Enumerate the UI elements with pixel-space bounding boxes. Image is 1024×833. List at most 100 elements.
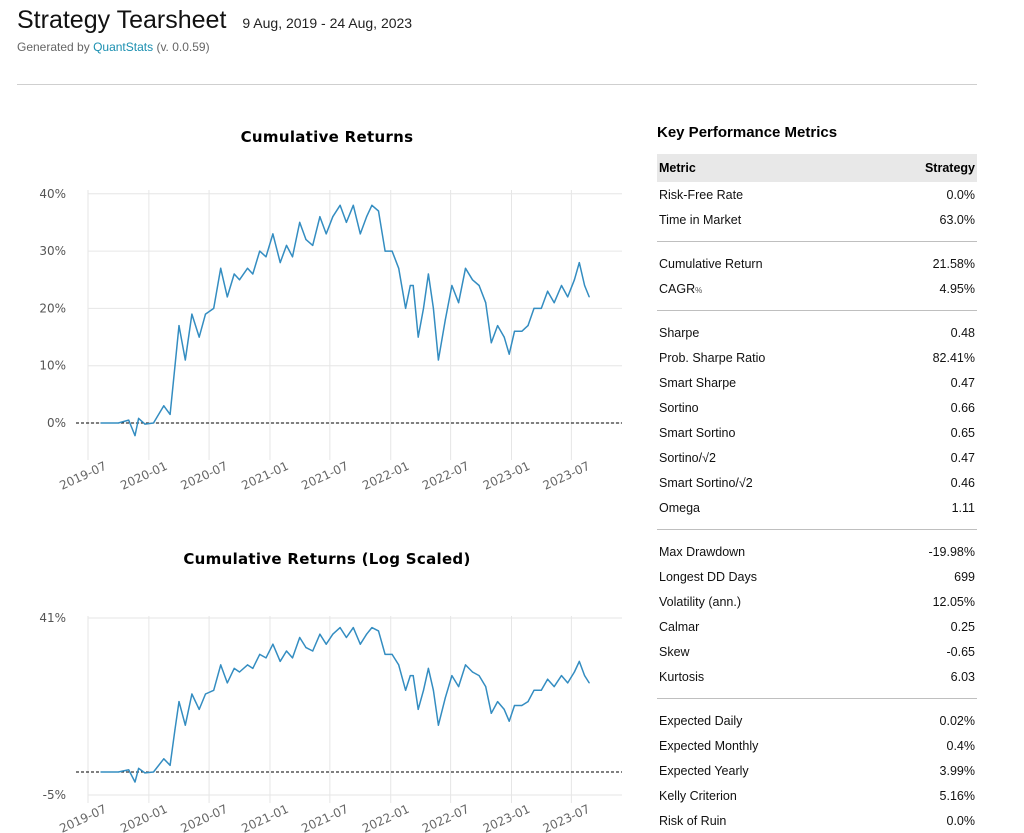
quantstats-link[interactable]: QuantStats xyxy=(93,40,154,54)
data-point xyxy=(100,422,102,424)
data-point xyxy=(204,693,207,695)
data-point xyxy=(444,319,446,321)
y-tick-label: 0% xyxy=(47,416,66,430)
data-point xyxy=(198,336,200,338)
x-tick-label: 2020-01 xyxy=(118,802,169,833)
data-point xyxy=(345,221,347,223)
data-point xyxy=(451,675,453,677)
key-performance-metrics: Key Performance Metrics Metric Strategy … xyxy=(657,124,977,833)
data-point xyxy=(226,296,228,298)
metrics-separator xyxy=(657,232,977,251)
metric-row: Risk of Ruin 0.0% xyxy=(657,808,977,833)
data-point xyxy=(412,675,414,677)
data-point xyxy=(134,435,136,437)
data-point xyxy=(233,667,235,669)
metrics-separator xyxy=(657,520,977,539)
metric-row: Prob. Sharpe Ratio 82.41% xyxy=(657,345,977,370)
generated-prefix: Generated by xyxy=(17,40,90,54)
metric-label: Smart Sortino xyxy=(659,425,736,440)
data-point xyxy=(427,273,429,275)
data-point xyxy=(246,267,249,269)
metric-label: Risk-Free Rate xyxy=(659,187,744,202)
data-point xyxy=(547,678,549,680)
data-point xyxy=(299,221,301,223)
data-point xyxy=(366,216,368,218)
data-point xyxy=(458,302,460,304)
x-tick-label: 2023-01 xyxy=(481,459,532,493)
data-point xyxy=(226,682,228,684)
metric-value: -19.98% xyxy=(928,544,975,559)
metric-row: Max Drawdown -19.98% xyxy=(657,539,977,564)
metric-row: Smart Sharpe 0.47 xyxy=(657,370,977,395)
metric-label: Time in Market xyxy=(659,212,742,227)
y-tick-label: 40% xyxy=(39,187,66,201)
metric-value: 0.47 xyxy=(950,450,975,465)
data-point xyxy=(220,267,222,269)
metric-row: Smart Sortino/√2 0.46 xyxy=(657,470,977,495)
data-point xyxy=(427,667,429,669)
metric-value: 0.66 xyxy=(950,400,975,415)
data-point xyxy=(152,422,155,424)
data-point xyxy=(366,633,368,635)
metric-label: Sharpe xyxy=(659,325,700,340)
metric-row: Sortino/√2 0.47 xyxy=(657,445,977,470)
cumulative-returns-log-chart: Cumulative Returns (Log Scaled) 2019-07 20… xyxy=(0,538,640,833)
data-point xyxy=(527,325,529,327)
data-point xyxy=(533,307,535,309)
data-point xyxy=(174,365,176,367)
data-point xyxy=(325,233,327,235)
cumulative-returns-line xyxy=(100,204,590,437)
data-point xyxy=(508,720,510,722)
data-point xyxy=(513,704,516,707)
cumulative-returns-log-svg: Cumulative Returns (Log Scaled) 2019-07 20… xyxy=(39,550,622,833)
data-point xyxy=(204,313,207,315)
metric-label: Prob. Sharpe Ratio xyxy=(659,350,766,365)
y-tick-label: 30% xyxy=(39,244,66,258)
data-point xyxy=(485,302,487,304)
data-point xyxy=(508,353,510,355)
data-point xyxy=(584,284,586,287)
data-point xyxy=(220,664,222,666)
metric-value: 82.41% xyxy=(932,350,975,365)
data-point xyxy=(513,330,516,332)
metric-row: Expected Yearly 3.99% xyxy=(657,758,977,783)
metric-row: Smart Sortino 0.65 xyxy=(657,420,977,445)
metric-label: Volatility (ann.) xyxy=(659,594,741,609)
data-point xyxy=(128,769,130,771)
data-point xyxy=(246,664,249,666)
data-point xyxy=(412,284,414,287)
data-point xyxy=(279,660,281,662)
data-point xyxy=(464,267,467,269)
data-point xyxy=(471,279,474,281)
data-point xyxy=(417,336,419,338)
x-tick-label: 2019-07 xyxy=(57,459,108,493)
data-point xyxy=(352,204,354,206)
x-tick-label: 2022-01 xyxy=(360,459,411,493)
metric-label: Sortino xyxy=(659,400,699,415)
page-title: Strategy Tearsheet xyxy=(17,6,227,34)
x-tick-label: 2021-07 xyxy=(299,802,350,833)
metric-value: 0.0% xyxy=(946,813,976,828)
metric-label: Cumulative Return xyxy=(659,256,763,271)
x-tick-label: 2023-07 xyxy=(541,459,592,493)
generator-version: (v. 0.0.59) xyxy=(156,40,210,54)
metric-value: 63.0% xyxy=(939,212,975,227)
metric-label: Longest DD Days xyxy=(659,569,757,584)
data-point xyxy=(560,284,563,287)
data-point xyxy=(345,636,347,639)
data-point xyxy=(584,675,586,677)
data-point xyxy=(259,250,261,252)
metric-value: -0.65 xyxy=(946,644,976,659)
data-point xyxy=(567,296,569,298)
header-divider xyxy=(17,84,977,85)
data-point xyxy=(485,686,487,688)
data-point xyxy=(371,627,373,629)
data-point xyxy=(163,758,165,760)
data-point xyxy=(184,359,186,361)
data-point xyxy=(198,708,200,710)
x-tick-label: 2022-01 xyxy=(360,802,411,833)
x-tick-label: 2020-07 xyxy=(178,459,229,493)
data-point xyxy=(144,772,146,774)
x-tick-label: 2020-01 xyxy=(118,459,169,493)
data-point xyxy=(213,307,215,309)
